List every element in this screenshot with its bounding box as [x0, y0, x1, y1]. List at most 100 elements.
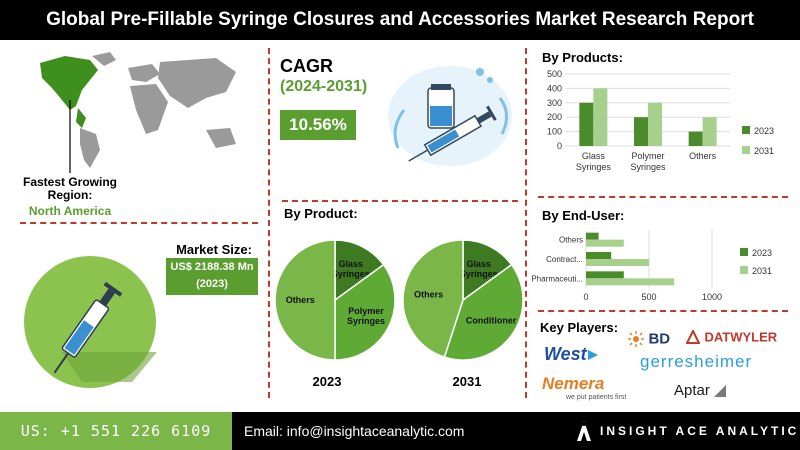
pie-2023-year: 2023	[312, 374, 342, 389]
legend-label: 2031	[754, 146, 774, 156]
y-tick-label: Contract...	[546, 255, 583, 264]
west-arrow-icon	[588, 350, 598, 360]
divider-left-h	[20, 222, 258, 224]
datwyler-triangle-icon	[685, 328, 701, 344]
nemera-tagline: we put patients first	[566, 394, 627, 401]
pie-label: Syringes	[460, 269, 498, 279]
y-tick-label: 0	[557, 141, 562, 151]
bar-2023	[586, 232, 599, 240]
legend-label: 2031	[752, 266, 772, 276]
aptar-logo: Aptar	[674, 382, 727, 399]
bar-2031	[593, 88, 608, 146]
pie-slice	[334, 263, 396, 361]
bar-2031	[648, 102, 662, 146]
pie-slice	[402, 239, 464, 359]
pie-label: Conditioner	[466, 315, 517, 325]
x-tick-label: Others	[689, 151, 717, 161]
legend-label: 2023	[754, 126, 774, 136]
gerresheimer-logo: gerresheimer	[640, 352, 753, 371]
region-value: North America	[28, 204, 112, 218]
asia-shape	[158, 58, 236, 108]
africa-shape	[130, 84, 168, 134]
pie-slice	[462, 239, 513, 302]
x-tick-label: 1000	[702, 292, 722, 302]
aptar-logo-text: Aptar	[674, 382, 710, 399]
by-products-heading: By Products:	[542, 50, 623, 65]
bar-2023	[688, 131, 703, 146]
footer-brand: INSIGHT ACE ANALYTIC	[600, 424, 800, 438]
report-title: Global Pre-Fillable Syringe Closures and…	[46, 9, 754, 30]
legend-swatch	[740, 266, 748, 274]
pie-label: Glass	[339, 259, 364, 269]
divider-right	[525, 48, 527, 398]
y-tick-label: Pharmaceuti...	[531, 274, 583, 283]
cagr-value-box: 10.56%	[280, 110, 356, 140]
by-products-chart: 0100200300400500GlassSyringesPolymerSyri…	[547, 69, 774, 172]
west-logo: West	[544, 344, 587, 364]
bar-2023	[634, 117, 648, 146]
divider-left	[268, 48, 270, 398]
bar-2031	[586, 239, 624, 247]
australia-shape	[206, 128, 236, 148]
legend-swatch	[742, 126, 750, 134]
pie-slice	[443, 263, 524, 361]
pie-slice	[274, 239, 336, 361]
pie-2031-year: 2031	[452, 374, 482, 389]
bd-sun-icon	[628, 330, 644, 347]
aptar-mark-icon	[714, 385, 727, 398]
bd-logo-text: BD	[648, 330, 671, 348]
datwyler-logo: DATWYLER	[685, 328, 778, 346]
x-tick-label: Syringes	[630, 162, 666, 172]
divider-right-h1	[538, 196, 788, 198]
x-tick-label: Syringes	[576, 162, 612, 172]
x-tick-label: 0	[583, 292, 588, 302]
pie-label: Syringes	[347, 316, 385, 326]
y-tick-label: 300	[547, 98, 562, 108]
bar-2023	[586, 271, 624, 279]
bar-2031	[586, 278, 675, 286]
region-label: Fastest Growing Region:	[22, 175, 117, 202]
by-end-user-heading: By End-User:	[542, 208, 625, 223]
brand-logo-icon	[577, 421, 591, 441]
by-product-heading: By Product:	[284, 206, 358, 221]
bar-2023	[579, 102, 594, 146]
pie-slice	[334, 239, 385, 302]
nemera-logo: Nemera	[542, 374, 605, 393]
syringe-circle-illustration	[24, 256, 157, 388]
y-tick-label: 100	[547, 127, 562, 137]
europe-shape	[128, 64, 160, 82]
x-tick-label: 500	[641, 292, 656, 302]
pie-label: Others	[414, 290, 443, 300]
bar-2031	[586, 259, 649, 266]
divider-mid-h	[282, 200, 518, 202]
vial-syringe-illustration	[388, 66, 512, 166]
north-america-shape	[40, 56, 98, 110]
world-map	[40, 52, 236, 173]
legend-swatch	[740, 248, 748, 256]
key-players-heading: Key Players:	[540, 320, 619, 335]
market-size-box: US$ 2188.38 Mn (2023)	[166, 258, 258, 295]
x-tick-label: Glass	[582, 151, 606, 161]
y-tick-label: 400	[547, 83, 562, 93]
y-tick-label: 500	[547, 69, 562, 79]
market-size-label: Market Size:	[176, 242, 252, 257]
pie-label: Others	[286, 295, 315, 305]
pie-label: Polymer	[348, 306, 384, 316]
header-bar	[0, 0, 800, 40]
y-tick-label: Others	[559, 236, 583, 245]
cagr-period: (2024-2031)	[280, 78, 368, 95]
bd-logo: BD	[628, 330, 670, 348]
bar-2023	[586, 252, 612, 259]
x-tick-label: Polymer	[631, 151, 664, 161]
pie-label: Syringes	[332, 269, 370, 279]
y-tick-label: 200	[547, 112, 562, 122]
footer-phone: US: +1 551 226 6109	[0, 412, 232, 450]
cagr-label: CAGR	[280, 56, 333, 76]
greenland-shape	[92, 52, 116, 66]
pie-label: Glass	[467, 259, 492, 269]
legend-label: 2023	[752, 248, 772, 258]
datwyler-logo-text: DATWYLER	[704, 329, 778, 345]
footer-email: Email: info@insightaceanalytic.com	[244, 423, 465, 439]
